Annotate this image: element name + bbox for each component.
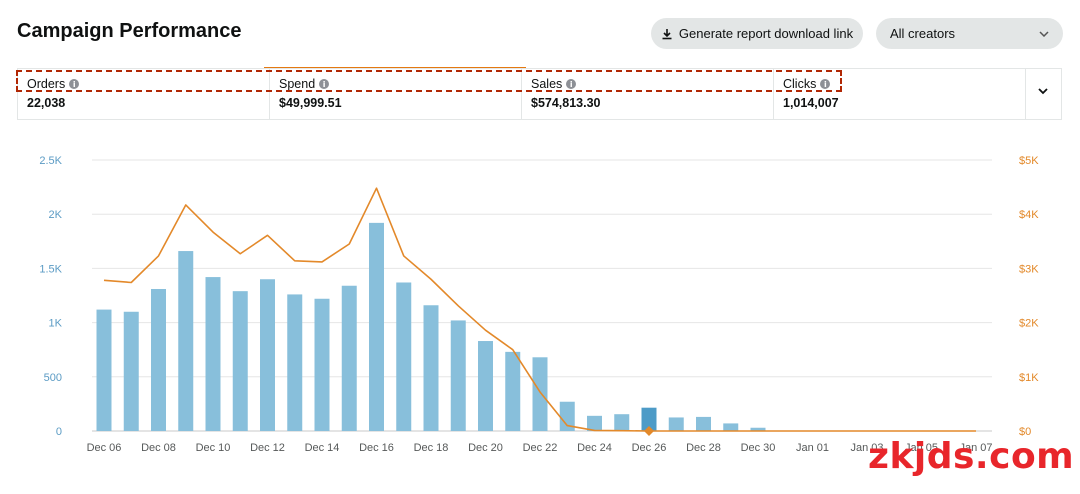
- orders-bar: [232, 291, 248, 431]
- page-title: Campaign Performance: [17, 20, 242, 42]
- x-tick-label: Dec 18: [414, 442, 449, 454]
- x-tick-label: Jan 05: [905, 442, 938, 454]
- orders-bar: [723, 423, 739, 431]
- x-tick-label: Jan 07: [959, 442, 992, 454]
- y-right-tick-label: $2K: [1019, 318, 1039, 330]
- expand-chevron-icon[interactable]: [1036, 86, 1050, 96]
- x-tick-label: Dec 30: [741, 442, 776, 454]
- orders-bar: [123, 311, 139, 431]
- metric-clicks[interactable]: Clicks i 1,014,007: [774, 69, 1026, 120]
- orders-bar: [505, 351, 521, 431]
- generate-report-label: Generate report download link: [678, 26, 854, 41]
- x-tick-label: Jan 03: [850, 442, 883, 454]
- metric-value: 1,014,007: [783, 96, 839, 110]
- orders-bar: [696, 416, 711, 431]
- x-tick-label: Dec 10: [196, 442, 231, 454]
- x-tick-label: Dec 12: [250, 442, 285, 454]
- y-left-tick-label: 2K: [49, 209, 63, 221]
- metric-orders[interactable]: Orders i 22,038: [18, 69, 270, 120]
- download-icon: [662, 28, 672, 39]
- info-icon[interactable]: i: [69, 79, 80, 89]
- metric-value: $49,999.51: [279, 96, 342, 110]
- x-tick-label: Dec 24: [577, 442, 612, 454]
- x-tick-label: Dec 20: [468, 442, 503, 454]
- orders-bar: [423, 305, 439, 431]
- orders-bar: [668, 417, 684, 431]
- performance-chart: 0 500 1K 1.5K 2K 2.5K $0 $1K $2K $3K $4K $5K Dec 06 D…: [39, 155, 1039, 454]
- orders-bar: [151, 288, 166, 431]
- orders-bar: [450, 320, 466, 431]
- metric-sales[interactable]: Sales i $574,813.30: [522, 69, 774, 120]
- orders-bar: [96, 309, 112, 431]
- info-icon[interactable]: i: [566, 79, 577, 89]
- metric-label: Clicks: [783, 77, 817, 91]
- x-tick-label: Dec 28: [686, 442, 721, 454]
- orders-bar: [287, 294, 303, 431]
- metric-spend[interactable]: Spend i $49,999.51: [270, 69, 522, 120]
- metrics-highlight-box: [16, 70, 842, 92]
- sales-line: [103, 187, 976, 432]
- metric-value: $574,813.30: [531, 96, 601, 110]
- chevron-down-icon: [1039, 30, 1049, 37]
- orders-bar: [396, 282, 412, 431]
- info-icon[interactable]: i: [319, 79, 330, 89]
- x-tick-label: Dec 22: [523, 442, 558, 454]
- y-right-tick-label: $5K: [1019, 155, 1039, 167]
- metric-label: Spend: [279, 77, 316, 91]
- orders-bar: [614, 414, 630, 431]
- x-tick-label: Dec 16: [359, 442, 394, 454]
- orders-bar: [205, 277, 221, 431]
- orders-bar: [478, 341, 493, 431]
- info-icon[interactable]: i: [820, 79, 831, 89]
- orders-bar: [559, 401, 575, 431]
- y-right-tick-label: $3K: [1019, 263, 1039, 275]
- generate-report-button[interactable]: Generate report download link: [651, 18, 863, 49]
- x-tick-label: Jan 01: [796, 442, 829, 454]
- orders-bar: [369, 222, 384, 431]
- y-left-tick-label: 2.5K: [39, 155, 62, 167]
- x-tick-label: Dec 08: [141, 442, 176, 454]
- y-left-tick-label: 0: [56, 426, 62, 438]
- orders-bar: [341, 285, 357, 431]
- creators-select[interactable]: All creators: [876, 18, 1063, 49]
- x-tick-label: Dec 26: [632, 442, 667, 454]
- x-tick-label: Dec 14: [305, 442, 340, 454]
- metrics-strip: Orders i 22,038 Spend i $49,999.51 Sales i …: [17, 68, 1062, 120]
- y-right-tick-label: $4K: [1019, 209, 1039, 221]
- x-tick-label: Dec 06: [87, 442, 122, 454]
- metric-label: Orders: [27, 77, 66, 91]
- sales-point-marker: [644, 426, 654, 436]
- metric-value: 22,038: [27, 96, 66, 110]
- y-left-tick-label: 1K: [49, 318, 63, 330]
- metric-label: Sales: [531, 77, 563, 91]
- creators-select-value: All creators: [890, 26, 956, 41]
- orders-bar: [314, 298, 330, 431]
- orders-bar: [260, 279, 275, 431]
- orders-bar: [587, 415, 602, 431]
- orders-bar: [750, 427, 766, 431]
- orders-bar: [532, 357, 548, 431]
- y-right-tick-label: $1K: [1019, 372, 1039, 384]
- orders-bar: [641, 407, 657, 431]
- y-left-tick-label: 500: [44, 372, 62, 384]
- y-left-tick-label: 1.5K: [39, 263, 62, 275]
- orders-bar: [178, 251, 194, 431]
- y-right-tick-label: $0: [1019, 426, 1031, 438]
- watermark-text: zkjds.com: [868, 436, 1075, 477]
